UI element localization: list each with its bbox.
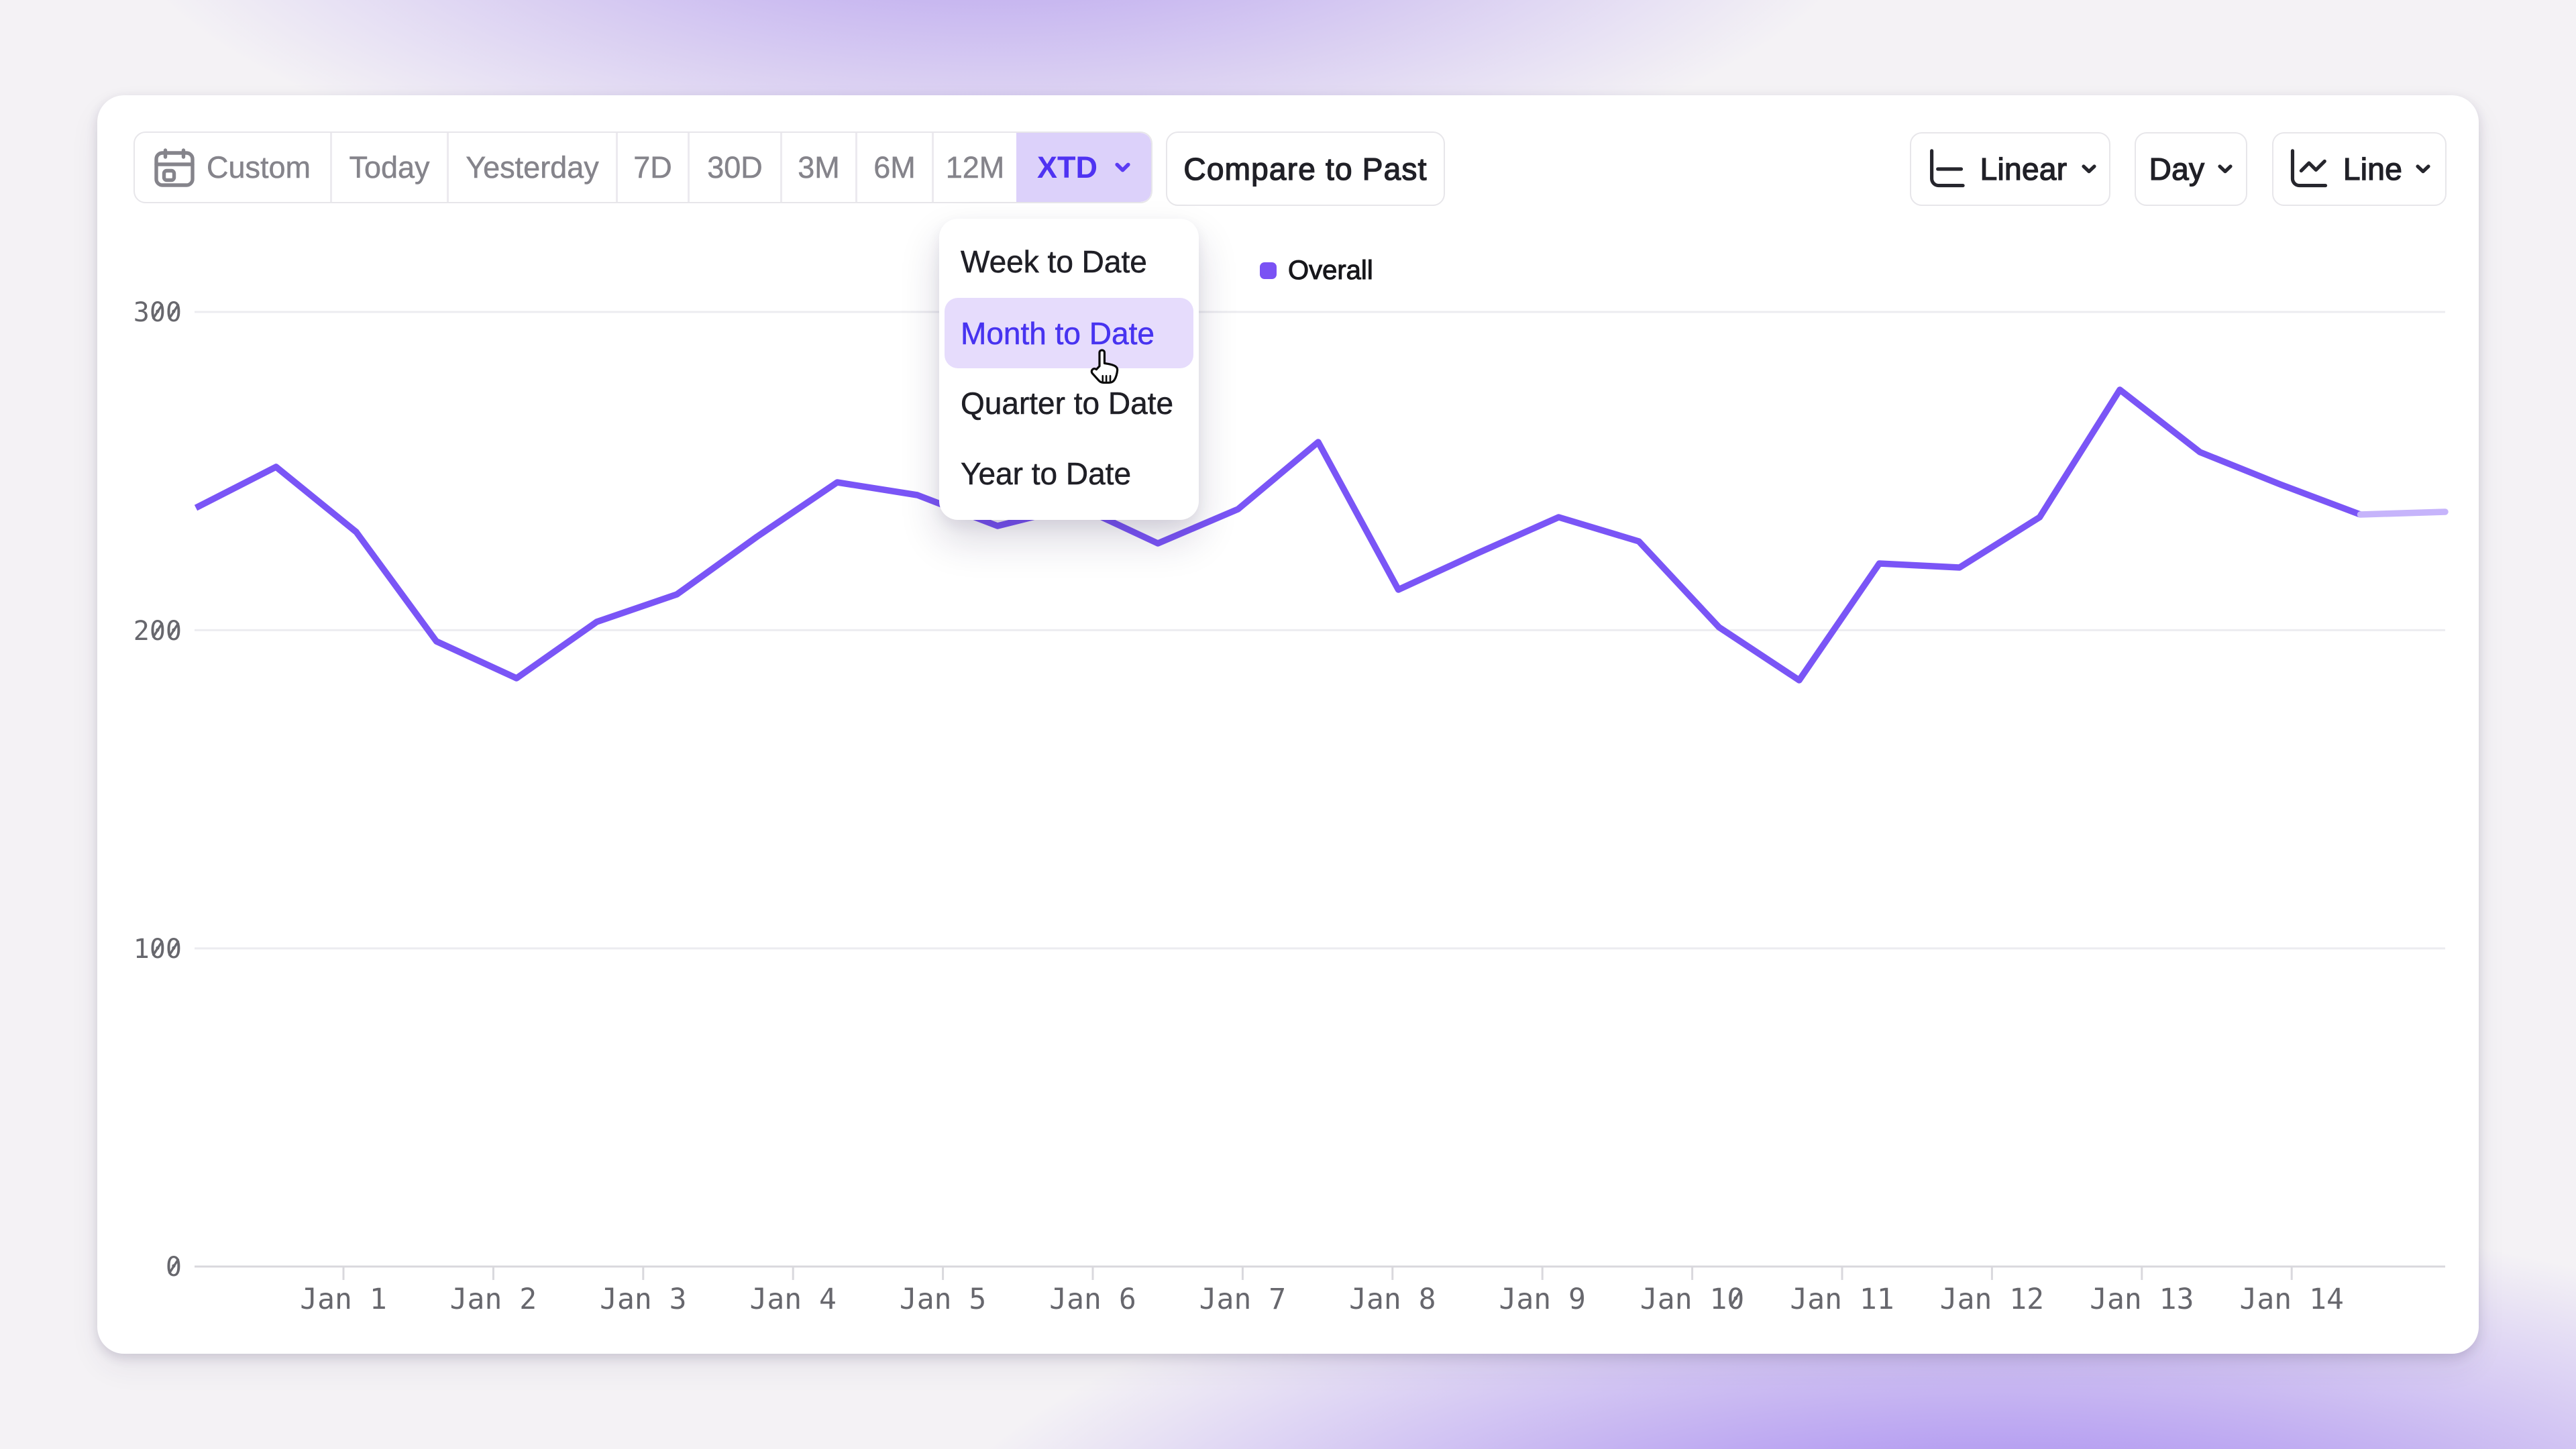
svg-text:Jan 8: Jan 8 (1349, 1283, 1436, 1316)
svg-text:Jan 2: Jan 2 (450, 1283, 537, 1316)
svg-text:Jan 7: Jan 7 (1199, 1283, 1286, 1316)
svg-text:Jan 10: Jan 10 (1640, 1283, 1744, 1316)
svg-text:Jan 12: Jan 12 (1940, 1283, 2044, 1316)
svg-text:Jan 3: Jan 3 (600, 1283, 686, 1316)
svg-text:Jan 14: Jan 14 (2240, 1283, 2344, 1316)
svg-text:Jan 11: Jan 11 (1790, 1283, 1894, 1316)
svg-text:Jan 5: Jan 5 (900, 1283, 986, 1316)
svg-text:Jan 1: Jan 1 (300, 1283, 386, 1316)
svg-text:Jan 13: Jan 13 (2090, 1283, 2194, 1316)
svg-text:Jan 6: Jan 6 (1049, 1283, 1136, 1316)
svg-text:Jan 9: Jan 9 (1499, 1283, 1585, 1316)
svg-text:Jan 4: Jan 4 (749, 1283, 836, 1316)
